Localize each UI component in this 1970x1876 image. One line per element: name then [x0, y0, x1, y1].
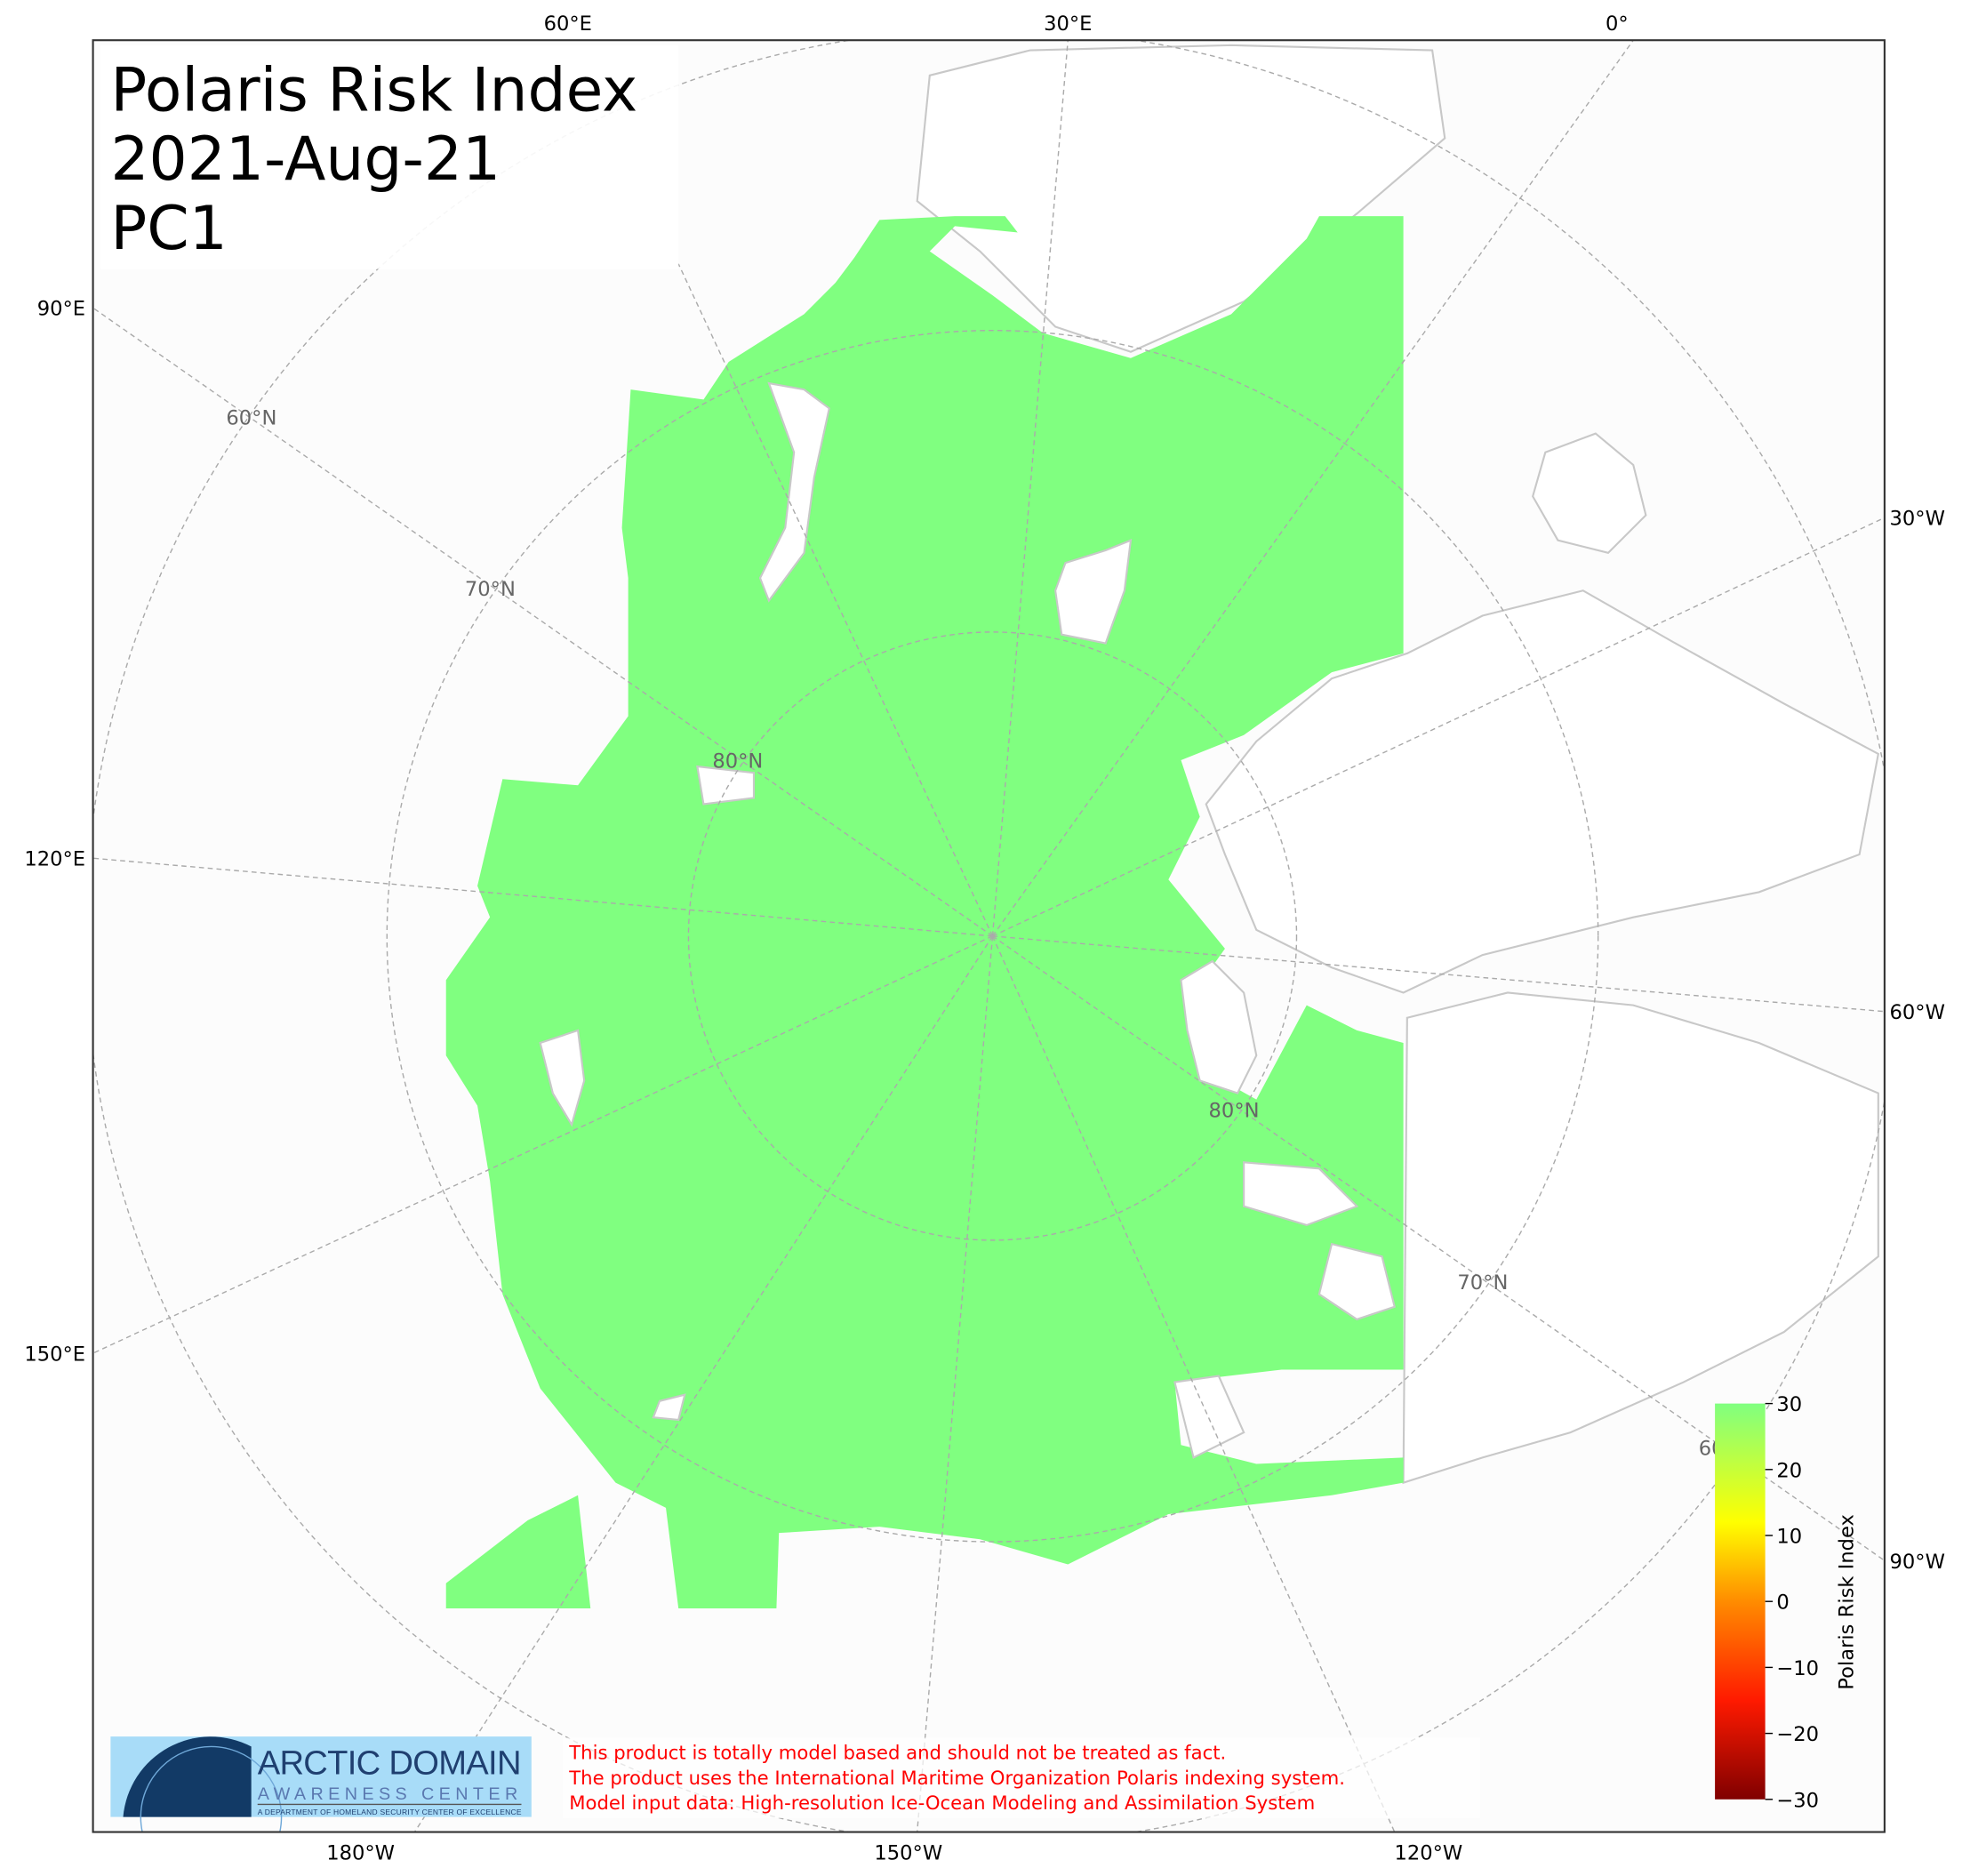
disclaimer-line-3: Model input data: High-resolution Ice-Oc… — [569, 1792, 1315, 1814]
longitude-labels: 60°E 30°E 0° 90°E 120°E 150°E 30°W 60°W … — [24, 12, 1945, 1865]
lon-label-120w: 120°W — [1394, 1842, 1462, 1865]
risk-region-main — [445, 216, 1404, 1608]
lon-label-0: 0° — [1606, 12, 1629, 36]
title-line-1: Polaris Risk Index — [110, 54, 637, 124]
colorbar-tick-label: 0 — [1776, 1591, 1789, 1615]
lat-label-60n: 60°N — [226, 407, 276, 430]
svg-text:ARCTIC DOMAIN: ARCTIC DOMAIN — [258, 1744, 522, 1783]
land-outlines — [916, 44, 1880, 1485]
colorbar-tick-label: −20 — [1776, 1723, 1819, 1746]
risk-index-field — [445, 216, 1404, 1608]
lat-label-70n: 70°N — [465, 578, 516, 601]
colorbar-tick-label: 20 — [1776, 1459, 1802, 1482]
colorbar-tick-label: 30 — [1776, 1393, 1802, 1416]
lon-label-90e: 90°E — [37, 298, 85, 321]
colorbar-tick-label: −30 — [1776, 1789, 1819, 1812]
risk-region-bering — [445, 1495, 591, 1608]
colorbar: 30 20 10 0 −10 −20 −30 Polaris Risk Index — [1715, 1393, 1859, 1812]
svg-text:A DEPARTMENT OF HOMELAND SECUR: A DEPARTMENT OF HOMELAND SECURITY CENTER… — [258, 1808, 522, 1816]
latitude-labels: 60°N 70°N 80°N 80°N 70°N 60 — [226, 407, 1724, 1461]
colorbar-tick-label: −10 — [1776, 1657, 1819, 1680]
islands — [539, 381, 1396, 1459]
title-line-2: 2021-Aug-21 — [110, 124, 501, 194]
lon-label-150w: 150°W — [874, 1842, 942, 1865]
lon-label-150e: 150°E — [24, 1343, 85, 1367]
lon-label-60e: 60°E — [544, 12, 592, 36]
disclaimer-line-2: The product uses the International Marit… — [568, 1767, 1345, 1789]
disclaimer-line-1: This product is totally model based and … — [568, 1742, 1226, 1764]
title-box — [100, 44, 679, 269]
lon-label-180w: 180°W — [326, 1842, 395, 1865]
lon-label-30e: 30°E — [1044, 12, 1092, 36]
svg-text:AWARENESS CENTER: AWARENESS CENTER — [258, 1784, 522, 1804]
lat-label-80n-2: 80°N — [1209, 1099, 1260, 1122]
colorbar-gradient — [1715, 1403, 1766, 1800]
lon-label-30w: 30°W — [1890, 508, 1945, 531]
map-area: 60°N 70°N 80°N 80°N 70°N 60 Polaris Risk… — [92, 40, 1885, 1832]
adac-logo: ARCTIC DOMAIN AWARENESS CENTER A DEPARTM… — [110, 1736, 532, 1832]
lon-label-90w: 90°W — [1890, 1551, 1945, 1574]
colorbar-tick-label: 10 — [1776, 1525, 1802, 1548]
lat-label-80n: 80°N — [712, 750, 763, 774]
lon-label-60w: 60°W — [1890, 1001, 1945, 1024]
lat-label-70n-2: 70°N — [1457, 1271, 1508, 1295]
colorbar-label: Polaris Risk Index — [1836, 1514, 1859, 1690]
map-frame — [92, 39, 1886, 1833]
lon-label-120e: 120°E — [24, 848, 85, 871]
title-line-3: PC1 — [110, 193, 227, 263]
